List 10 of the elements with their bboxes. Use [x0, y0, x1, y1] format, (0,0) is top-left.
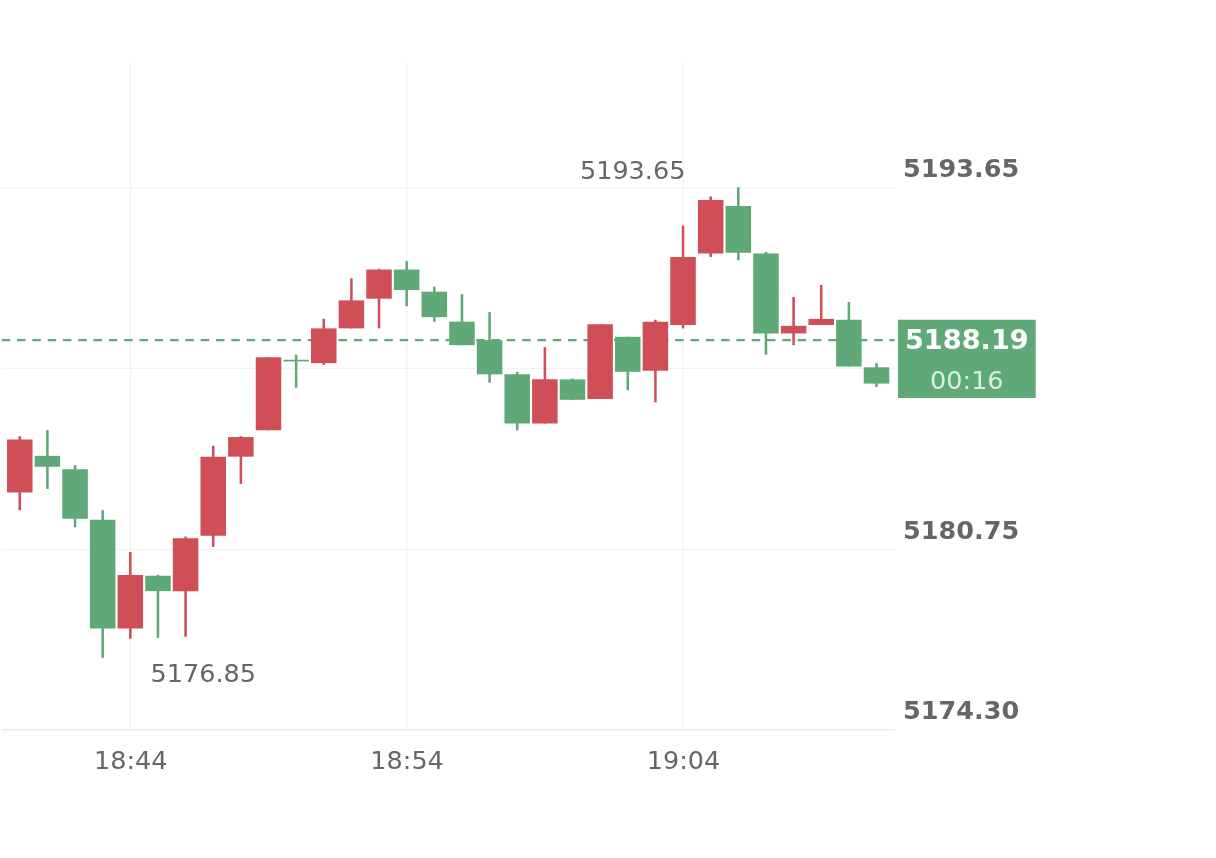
- text: 00:16: [930, 364, 1004, 395]
- x-tick-label: 18:54: [370, 744, 444, 775]
- y-tick-label: 5180.75: [902, 514, 1020, 545]
- annotation: 5176.85: [150, 657, 256, 688]
- ref-line-label: 5188.19: [904, 323, 1029, 355]
- y-tick-label: 5193.65: [902, 153, 1020, 184]
- y-tick-label: 5174.30: [902, 695, 1020, 726]
- x-tick-label: 19:04: [646, 744, 721, 775]
- annotation: 5193.65: [579, 155, 686, 186]
- x-tick-label: 18:44: [93, 744, 168, 775]
